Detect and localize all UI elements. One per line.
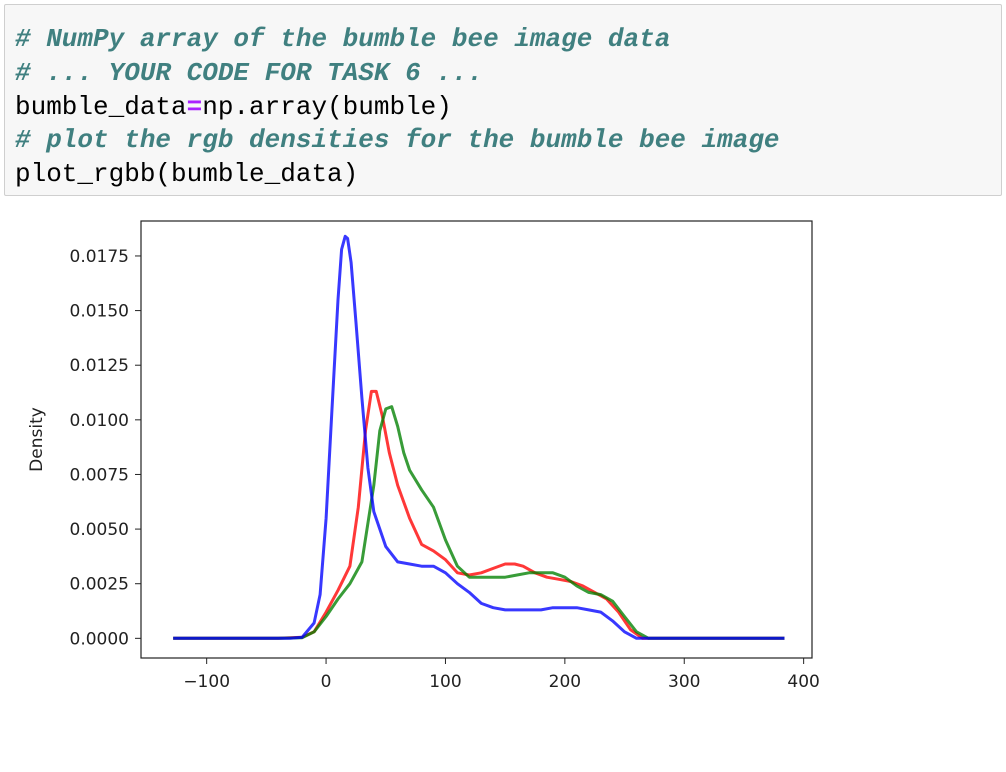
x-tick-label: 200: [549, 672, 581, 692]
code-variable: bumble_data: [15, 92, 187, 122]
density-line-1: [173, 389, 785, 640]
density-line-2: [173, 405, 785, 640]
x-tick-label: 400: [787, 672, 819, 692]
y-tick-label: 0.0000: [70, 629, 129, 649]
plot-frame: [140, 220, 813, 659]
y-tick-label: 0.0100: [70, 411, 129, 431]
code-comment-line: # ... YOUR CODE FOR TASK 6 ...: [15, 58, 484, 88]
y-tick-label: 0.0150: [70, 302, 129, 322]
x-tick-label: 0: [321, 672, 332, 692]
y-tick-label: 0.0125: [70, 356, 129, 376]
cell-output-area: −100 0 100 200 300 400 0.0000 0.0025 0.0050 0.007…: [0, 205, 1006, 768]
y-axis-label: Density: [27, 407, 47, 472]
x-tick-label: 100: [429, 672, 461, 692]
y-tick-label: 0.0075: [70, 465, 129, 485]
code-operator: =: [186, 92, 203, 122]
code-call: np.array(bumble): [202, 92, 452, 122]
y-tick-label: 0.0050: [70, 520, 129, 540]
density-line-3: [173, 234, 785, 640]
density-chart: −100 0 100 200 300 400 0.0000 0.0025 0.0050 0.007…: [27, 220, 820, 692]
code-assignment-line: bumble_data=np.array(bumble): [15, 90, 452, 124]
y-tick-label: 0.0025: [70, 575, 129, 595]
code-comment-line: # plot the rgb densities for the bumble …: [15, 125, 780, 155]
axes: −100 0 100 200 300 400 0.0000 0.0025 0.0050 0.007…: [70, 247, 820, 692]
x-tick-label: 300: [668, 672, 700, 692]
code-function-call-line: plot_rgbb(bumble_data): [15, 159, 359, 189]
x-tick-label: −100: [183, 672, 230, 692]
y-tick-label: 0.0175: [70, 247, 129, 267]
code-cell[interactable]: # NumPy array of the bumble bee image da…: [4, 4, 1002, 196]
code-comment-line: # NumPy array of the bumble bee image da…: [15, 24, 671, 54]
plot-area: [173, 234, 785, 640]
